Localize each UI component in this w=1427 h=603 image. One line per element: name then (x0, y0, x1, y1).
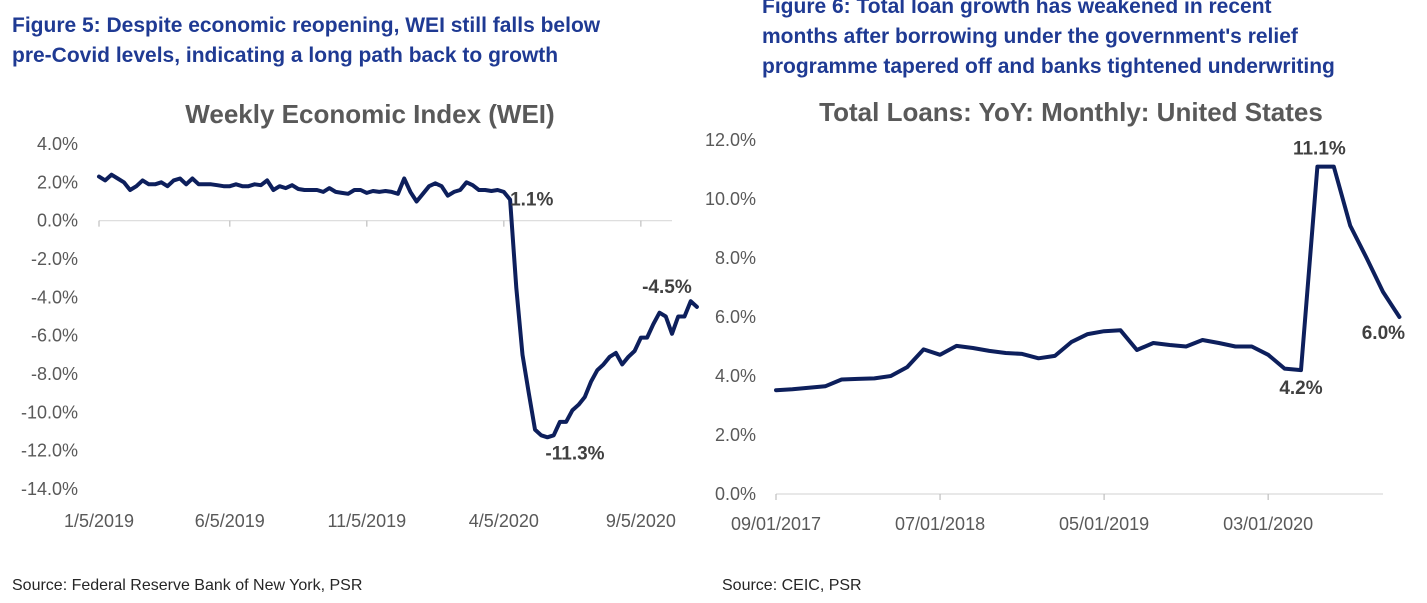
y-tick-label: 0.0% (715, 484, 756, 504)
y-tick-label: 6.0% (715, 307, 756, 327)
y-tick-label: -14.0% (21, 479, 78, 499)
y-tick-label: 12.0% (705, 130, 756, 150)
y-tick-label: 4.0% (37, 134, 78, 154)
figure-6-heading: Figure 6: Total loan growth has weakened… (762, 0, 1366, 82)
chart-title: Weekly Economic Index (WEI) (185, 99, 554, 129)
y-tick-label: 0.0% (37, 211, 78, 231)
y-tick-label: -4.0% (31, 287, 78, 307)
x-tick-label: 4/5/2020 (469, 511, 539, 531)
chart-title: Total Loans: YoY: Monthly: United States (819, 97, 1323, 127)
y-tick-label: -10.0% (21, 402, 78, 422)
y-tick-label: 2.0% (37, 172, 78, 192)
data-label: 11.1% (1293, 139, 1346, 160)
x-tick-label: 03/01/2020 (1223, 514, 1313, 534)
y-tick-label: 4.0% (715, 366, 756, 386)
series-line (774, 164, 1402, 393)
figure-5-heading-line: pre-Covid levels, indicating a long path… (12, 44, 559, 67)
figure-5-heading: Figure 5: Despite economic reopening, WE… (12, 11, 664, 71)
y-tick-label: -2.0% (31, 249, 78, 269)
y-tick-label: 8.0% (715, 248, 756, 268)
y-tick-label: 2.0% (715, 425, 756, 445)
x-tick-label: 6/5/2019 (195, 511, 265, 531)
figure-6-source: Source: CEIC, PSR (722, 577, 862, 594)
x-tick-label: 05/01/2019 (1059, 514, 1149, 534)
data-label: 6.0% (1362, 323, 1405, 344)
x-tick-label: 1/5/2019 (64, 511, 134, 531)
x-tick-label: 07/01/2018 (895, 514, 985, 534)
figure-6-heading-line: months after borrowing under the governm… (762, 25, 1298, 48)
data-label: -11.3% (545, 443, 604, 464)
x-tick-label: 9/5/2020 (606, 511, 676, 531)
series-line (97, 172, 699, 440)
data-label: 1.1% (510, 190, 553, 211)
data-label: -4.5% (642, 277, 692, 298)
figure-6-heading-line: programme tapered off and banks tightene… (762, 55, 1335, 78)
x-tick-label: 09/01/2017 (731, 514, 821, 534)
figure-5-source: Source: Federal Reserve Bank of New York… (12, 577, 363, 594)
figure-6-heading-line: Figure 6: Total loan growth has weakened… (762, 0, 1272, 18)
figure-5-heading-line: Figure 5: Despite economic reopening, WE… (12, 14, 601, 37)
y-tick-label: -6.0% (31, 326, 78, 346)
data-label: 4.2% (1279, 378, 1322, 399)
y-tick-label: 10.0% (705, 189, 756, 209)
y-tick-label: -12.0% (21, 441, 78, 461)
y-tick-label: -8.0% (31, 364, 78, 384)
x-tick-label: 11/5/2019 (327, 511, 406, 531)
